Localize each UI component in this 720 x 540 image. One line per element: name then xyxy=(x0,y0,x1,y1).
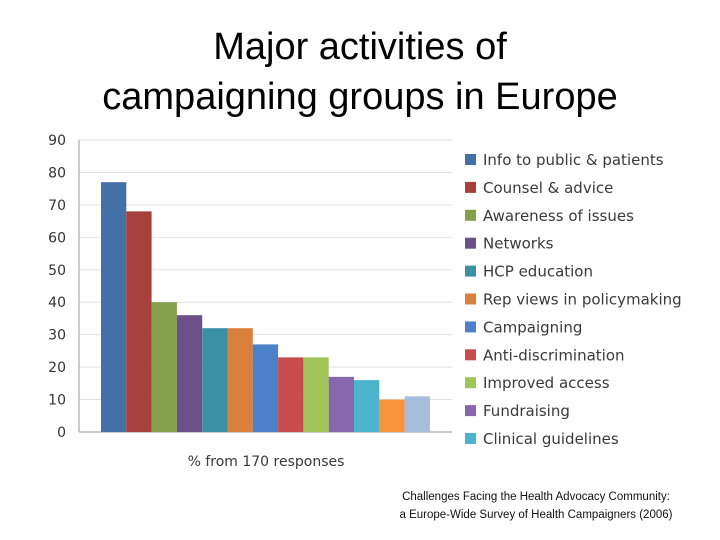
source-citation: Challenges Facing the Health Advocacy Co… xyxy=(360,488,712,524)
legend-swatch xyxy=(465,154,476,165)
bar xyxy=(404,396,430,432)
bar xyxy=(252,344,279,432)
y-tick-label: 0 xyxy=(57,425,66,441)
bar-chart: 0 10 20 30 40 50 60 70 80 90 Info to public & pat… xyxy=(48,133,682,470)
y-tick-label: 40 xyxy=(48,295,66,311)
bar xyxy=(176,315,203,432)
legend-swatch xyxy=(465,321,476,333)
legend-swatch xyxy=(465,181,476,193)
bar xyxy=(328,376,354,432)
y-tick-label: 20 xyxy=(48,360,66,376)
legend-swatch xyxy=(465,349,476,361)
legend-swatch xyxy=(465,377,476,389)
y-tick-label: 70 xyxy=(48,198,66,214)
legend-swatch xyxy=(465,293,476,305)
title-line-1: Major activities of xyxy=(213,26,507,68)
legend-label: Awareness of issues xyxy=(483,207,634,225)
legend-label: Campaigning xyxy=(483,318,582,336)
y-tick-label: 10 xyxy=(48,393,66,409)
legend-swatch xyxy=(465,433,476,444)
legend-label: Improved access xyxy=(483,374,610,392)
source-line-2: a Europe-Wide Survey of Health Campaigne… xyxy=(399,509,673,521)
legend-label: Rep views in policymaking xyxy=(483,291,682,309)
legend-swatch xyxy=(465,405,476,417)
legend-label: HCP education xyxy=(483,263,593,281)
legend-label: Networks xyxy=(483,235,554,253)
y-tick-label: 30 xyxy=(48,328,66,344)
bar xyxy=(151,302,177,432)
y-tick-label: 90 xyxy=(48,133,66,149)
bars xyxy=(101,182,430,432)
bar xyxy=(101,182,127,432)
x-axis-label: % from 170 responses xyxy=(188,454,345,470)
source-line-1: Challenges Facing the Health Advocacy Co… xyxy=(402,491,670,503)
chart-title: Major activities of campaigning groups i… xyxy=(0,22,720,122)
bar xyxy=(126,211,152,432)
legend-label: Clinical guidelines xyxy=(483,430,619,448)
legend-label: Counsel & advice xyxy=(483,179,613,197)
bar xyxy=(379,399,405,432)
bar xyxy=(202,328,228,432)
legend-swatch xyxy=(465,209,476,221)
legend: Info to public & patients Counsel & advic… xyxy=(465,151,682,448)
y-tick-label: 50 xyxy=(48,263,66,279)
legend-label: Fundraising xyxy=(483,402,570,420)
title-line-2: campaigning groups in Europe xyxy=(102,76,618,118)
legend-swatch xyxy=(465,237,476,249)
bar xyxy=(278,357,304,432)
legend-swatch xyxy=(465,265,476,277)
y-tick-label: 80 xyxy=(48,165,66,181)
bar xyxy=(303,357,329,432)
legend-label: Info to public & patients xyxy=(483,151,664,169)
bar xyxy=(227,328,253,432)
legend-label: Anti-discrimination xyxy=(483,346,625,364)
y-tick-label: 60 xyxy=(48,230,66,246)
bar xyxy=(354,380,380,432)
